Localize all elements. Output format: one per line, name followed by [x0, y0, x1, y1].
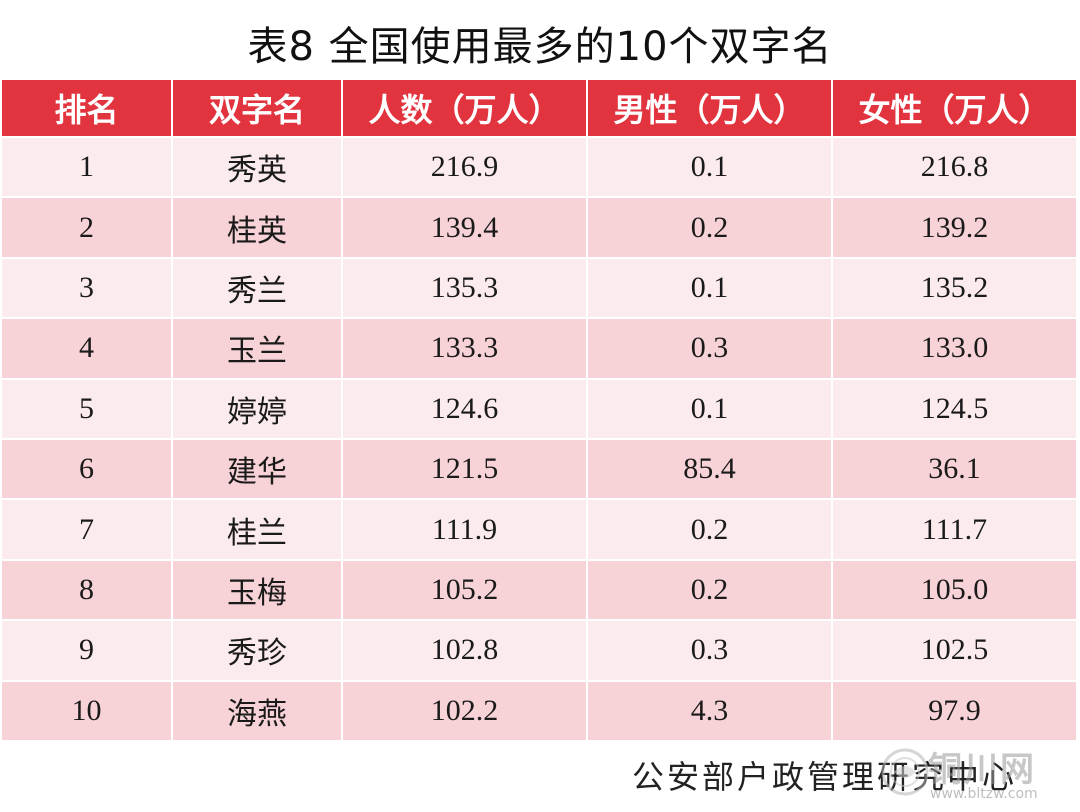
- table-body: 1 秀英 216.9 0.1 216.8 2 桂英 139.4 0.2 139.2 3 秀兰 135.3…: [2, 138, 1078, 742]
- header-row: 排名 双字名 人数（万人） 男性（万人） 女性（万人）: [2, 80, 1078, 138]
- female-cell: 111.7: [833, 500, 1078, 561]
- rank-cell: 8: [2, 560, 173, 622]
- rank-cell: 4: [2, 319, 173, 380]
- name-cell: 海燕: [173, 681, 343, 742]
- female-cell: 36.1: [833, 439, 1078, 501]
- name-cell: 建华: [173, 439, 343, 501]
- rank-cell: 10: [2, 681, 173, 742]
- table-row: 5 婷婷 124.6 0.1 124.5: [2, 379, 1078, 440]
- rank-cell: 5: [2, 379, 173, 440]
- table-row: 2 桂英 139.4 0.2 139.2: [2, 198, 1078, 259]
- watermark-name: 铜川网: [928, 750, 1036, 790]
- total-cell: 139.4: [343, 198, 588, 259]
- name-cell: 桂英: [173, 198, 343, 259]
- rank-cell: 6: [2, 439, 173, 501]
- male-cell: 0.1: [588, 138, 833, 199]
- header-female: 女性（万人）: [833, 80, 1078, 138]
- male-cell: 0.1: [588, 258, 833, 320]
- header-male: 男性（万人）: [588, 80, 833, 138]
- male-cell: 85.4: [588, 439, 833, 501]
- rank-cell: 1: [2, 138, 173, 199]
- rank-cell: 3: [2, 258, 173, 320]
- table-row: 7 桂兰 111.9 0.2 111.7: [2, 500, 1078, 561]
- male-cell: 0.3: [588, 319, 833, 380]
- header-name: 双字名: [173, 80, 343, 138]
- table-row: 8 玉梅 105.2 0.2 105.0: [2, 560, 1078, 622]
- name-cell: 秀珍: [173, 621, 343, 682]
- watermark-url: www.bltzw.com: [930, 786, 1038, 802]
- rank-cell: 2: [2, 198, 173, 259]
- total-cell: 102.8: [343, 621, 588, 682]
- female-cell: 133.0: [833, 319, 1078, 380]
- name-cell: 玉梅: [173, 560, 343, 622]
- header-rank: 排名: [2, 80, 173, 138]
- total-cell: 135.3: [343, 258, 588, 320]
- total-cell: 216.9: [343, 138, 588, 199]
- table-title: 表8 全国使用最多的10个双字名: [247, 24, 833, 70]
- male-cell: 0.2: [588, 560, 833, 622]
- table-row: 3 秀兰 135.3 0.1 135.2: [2, 258, 1078, 320]
- male-cell: 0.3: [588, 621, 833, 682]
- male-cell: 0.2: [588, 198, 833, 259]
- rank-cell: 9: [2, 621, 173, 682]
- total-cell: 121.5: [343, 439, 588, 501]
- name-cell: 玉兰: [173, 319, 343, 380]
- names-table: 排名 双字名 人数（万人） 男性（万人） 女性（万人） 1 秀英 216.9 0.1 2…: [2, 80, 1078, 742]
- female-cell: 97.9: [833, 681, 1078, 742]
- watermark-logo: 铜川网 www.bltzw.com: [880, 742, 1076, 808]
- total-cell: 124.6: [343, 379, 588, 440]
- table-row: 10 海燕 102.2 4.3 97.9: [2, 681, 1078, 742]
- name-cell: 桂兰: [173, 500, 343, 561]
- male-cell: 0.1: [588, 379, 833, 440]
- total-cell: 133.3: [343, 319, 588, 380]
- table-row: 1 秀英 216.9 0.1 216.8: [2, 138, 1078, 199]
- female-cell: 216.8: [833, 138, 1078, 199]
- name-cell: 婷婷: [173, 379, 343, 440]
- total-cell: 102.2: [343, 681, 588, 742]
- header-total: 人数（万人）: [343, 80, 588, 138]
- female-cell: 135.2: [833, 258, 1078, 320]
- female-cell: 124.5: [833, 379, 1078, 440]
- female-cell: 102.5: [833, 621, 1078, 682]
- rank-cell: 7: [2, 500, 173, 561]
- name-cell: 秀英: [173, 138, 343, 199]
- table-row: 9 秀珍 102.8 0.3 102.5: [2, 621, 1078, 682]
- male-cell: 4.3: [588, 681, 833, 742]
- source-note: 公安部户政管理研究中心: [632, 758, 1018, 796]
- table-row: 4 玉兰 133.3 0.3 133.0: [2, 319, 1078, 380]
- table-row: 6 建华 121.5 85.4 36.1: [2, 439, 1078, 501]
- female-cell: 139.2: [833, 198, 1078, 259]
- male-cell: 0.2: [588, 500, 833, 561]
- total-cell: 105.2: [343, 560, 588, 622]
- female-cell: 105.0: [833, 560, 1078, 622]
- name-cell: 秀兰: [173, 258, 343, 320]
- seal-icon: [881, 748, 929, 796]
- total-cell: 111.9: [343, 500, 588, 561]
